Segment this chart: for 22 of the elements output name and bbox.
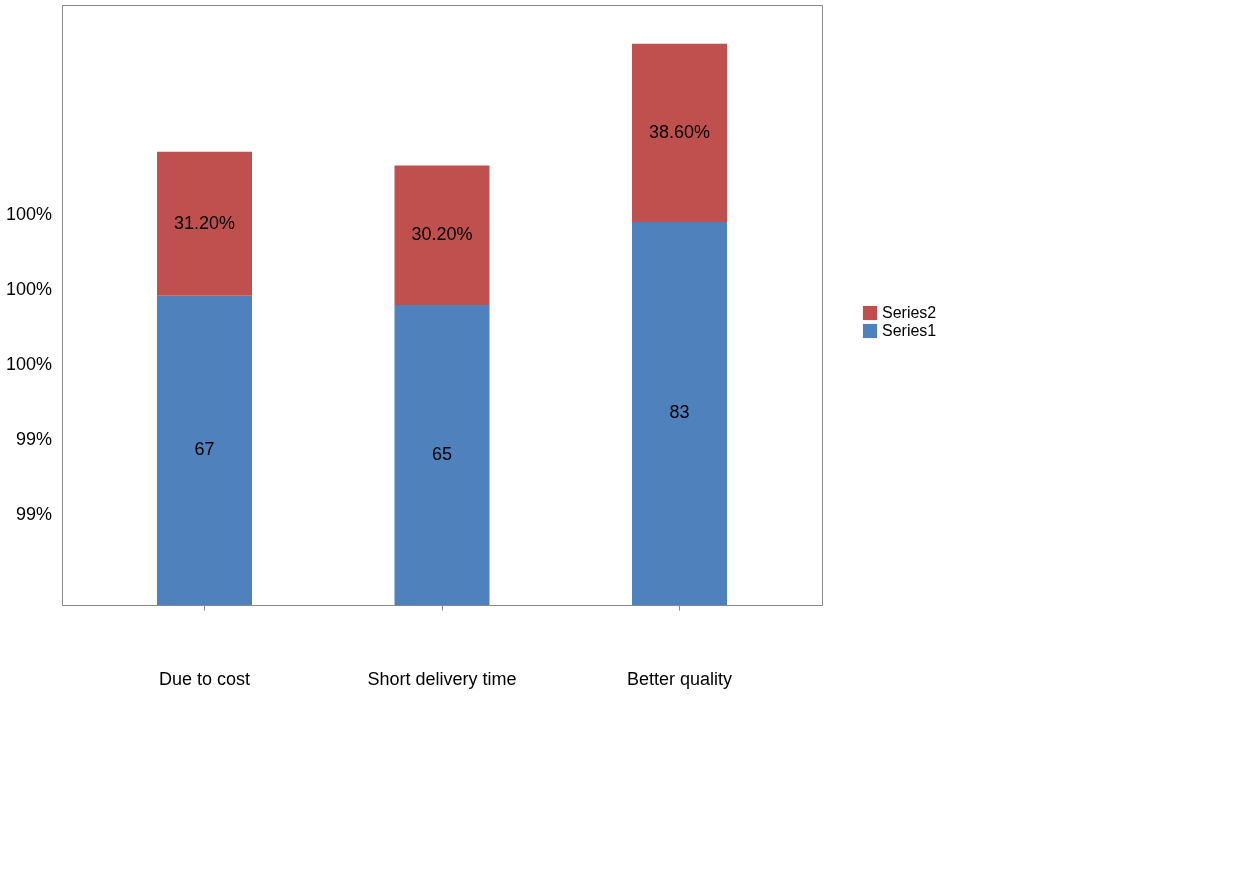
data-label: 65 bbox=[431, 444, 453, 464]
text: 100% bbox=[5, 204, 52, 224]
data-label: 67 bbox=[194, 439, 215, 460]
data-label: 31.20% bbox=[173, 212, 236, 233]
x-tick-label: Due to cost bbox=[158, 668, 251, 689]
text: 99% bbox=[15, 429, 52, 449]
data-label: 83 bbox=[669, 402, 690, 423]
bar bbox=[632, 221, 727, 605]
data-label: 38.60% bbox=[648, 121, 711, 142]
text: 100% bbox=[5, 354, 52, 374]
x-tick-label: Better quality bbox=[626, 668, 733, 689]
bar bbox=[394, 165, 490, 305]
x-tick-label: Short delivery time bbox=[367, 668, 517, 689]
text: 100% bbox=[5, 279, 52, 299]
data-label: 30.20% bbox=[411, 224, 473, 245]
legend-label: Series1 bbox=[882, 322, 937, 339]
bar bbox=[157, 295, 252, 605]
text: 99% bbox=[15, 504, 52, 524]
legend-label: Series2 bbox=[882, 304, 937, 321]
bar bbox=[394, 305, 490, 605]
bar bbox=[157, 151, 252, 296]
bar bbox=[632, 43, 727, 222]
